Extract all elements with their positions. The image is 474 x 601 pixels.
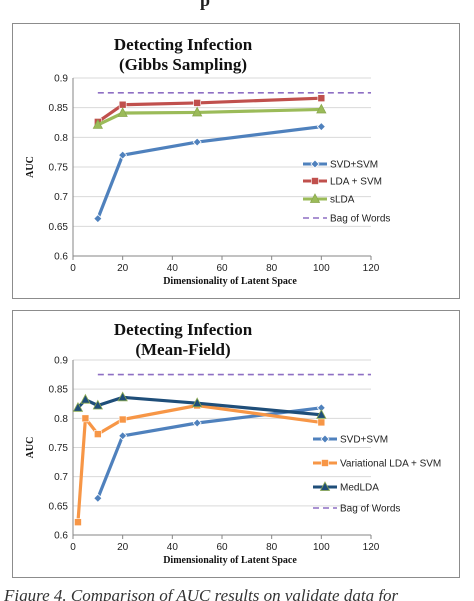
gibbs-ytick-label: 0.65 <box>49 222 69 233</box>
mean-field-legend-label-medlda: MedLDA <box>340 483 379 494</box>
mean-field-ytick-label: 0.75 <box>49 443 69 454</box>
mean-field-xtick-label: 60 <box>216 542 228 553</box>
gibbs-xlabel: Dimensionality of Latent Space <box>163 276 297 287</box>
gibbs-point-svd-svm <box>93 214 103 224</box>
gibbs-point-lda-svm <box>193 99 201 107</box>
mean-field-point-medlda <box>316 408 327 419</box>
chart-mean-field: Detecting Infection(Mean-Field) 0.6 0.65 0.… <box>25 320 441 566</box>
gibbs-ytick-label: 0.6 <box>54 252 68 263</box>
gibbs-ytick-label: 0.85 <box>49 103 69 114</box>
mean-field-xtick-label: 120 <box>363 542 380 553</box>
mean-field-point-variational-lda-svm <box>317 418 326 427</box>
mean-field-point-svd-svm <box>93 493 103 503</box>
gibbs-point-lda-svm <box>118 100 127 109</box>
mean-field-point-variational-lda-svm <box>81 414 90 423</box>
gibbs-point-slda <box>192 106 203 117</box>
mean-field-point-medlda <box>72 401 84 412</box>
mean-field-legend-label-svd-svm: SVD+SVM <box>340 435 388 446</box>
header-text: p <box>200 0 212 10</box>
gibbs-point-svd-svm <box>118 150 128 160</box>
gibbs-series-line-slda <box>97 107 322 127</box>
mean-field-ytick-label: 0.85 <box>49 385 69 396</box>
mean-field-legend-label-bag-of-words: Bag of Words <box>340 504 400 515</box>
gibbs-series-line-lda-svm <box>96 96 322 124</box>
mean-field-point-medlda <box>80 393 91 404</box>
mean-field-title-line1: Detecting Infection <box>114 320 253 339</box>
mean-field-ytick-label: 0.9 <box>54 356 68 367</box>
gibbs-point-slda <box>117 107 128 117</box>
mean-field-ylabel: AUC <box>25 437 36 459</box>
mean-field-legend-marker-variational-lda-svm <box>321 459 329 467</box>
gibbs-ytick-label: 0.7 <box>54 192 68 203</box>
mean-field-point-svd-svm <box>192 418 202 428</box>
gibbs-legend-marker-svd-svm <box>310 159 320 169</box>
gibbs-point-slda <box>316 103 327 114</box>
gibbs-point-slda <box>92 119 103 129</box>
mean-field-legend-marker-medlda <box>319 481 331 491</box>
figure-caption: Figure 4. Comparison of AUC results on v… <box>0 582 474 601</box>
mean-field-point-variational-lda-svm <box>74 518 82 526</box>
gibbs-legend-label-svd-svm: SVD+SVM <box>330 160 378 171</box>
mean-field-point-variational-lda-svm <box>94 430 102 438</box>
mean-field-xtick-label: 40 <box>167 542 179 553</box>
mean-field-series-line-variational-lda-svm <box>76 403 322 523</box>
mean-field-point-svd-svm <box>118 431 128 441</box>
gibbs-ylabel: AUC <box>25 156 36 178</box>
gibbs-legend-marker-slda <box>309 193 321 203</box>
gibbs-xtick-label: 120 <box>363 263 380 274</box>
gibbs-legend-marker-lda-svm <box>311 177 319 185</box>
gibbs-xtick-label: 60 <box>216 263 228 274</box>
mean-field-title-line2: (Mean-Field) <box>135 340 230 359</box>
gibbs-title-line2: (Gibbs Sampling) <box>119 55 247 74</box>
gibbs-xtick-label: 80 <box>266 263 278 274</box>
mean-field-ytick-label: 0.6 <box>54 531 68 542</box>
chart-panel-mean-field: Detecting Infection (Mean-Field) 0.6 0.65 0.… <box>12 310 460 578</box>
mean-field-xtick-label: 0 <box>70 542 76 553</box>
gibbs-title-line1: Detecting Infection <box>114 35 253 54</box>
mean-field-point-medlda <box>117 391 128 402</box>
mean-field-ytick-label: 0.8 <box>54 414 68 425</box>
mean-field-xtick-label: 100 <box>313 542 330 553</box>
mean-field-series-line-svd-svm <box>96 406 322 499</box>
gibbs-series-line-svd-svm <box>96 125 322 220</box>
gibbs-legend-label-slda: sLDA <box>330 195 355 206</box>
mean-field-legend-marker-svd-svm <box>320 434 330 444</box>
chart-panel-gibbs: Detecting Infection (Gibbs Sampling) 0.6 0.… <box>12 23 460 299</box>
gibbs-legend-label-bag-of-words: Bag of Words <box>330 214 390 225</box>
mean-field-xtick-label: 20 <box>117 542 129 553</box>
gibbs-point-lda-svm <box>317 94 326 102</box>
gibbs-xtick-label: 40 <box>167 263 179 274</box>
caption-text: Figure 4. Comparison of AUC results on v… <box>4 586 399 601</box>
mean-field-point-variational-lda-svm <box>118 415 127 424</box>
mean-field-xlabel: Dimensionality of Latent Space <box>163 555 297 566</box>
mean-field-legend-label-variational-lda-svm: Variational LDA + SVM <box>340 459 441 470</box>
chart-gibbs: Detecting Infection(Gibbs Sampling) 0.6 0.… <box>25 35 390 287</box>
gibbs-xtick-label: 100 <box>313 263 330 274</box>
mean-field-point-medlda <box>192 397 203 408</box>
gibbs-point-svd-svm <box>316 122 326 132</box>
gibbs-xtick-label: 20 <box>117 263 129 274</box>
mean-field-point-medlda <box>92 399 103 410</box>
mean-field-ytick-label: 0.7 <box>54 472 68 483</box>
gibbs-ytick-label: 0.75 <box>49 163 69 174</box>
page-header-fragment: p <box>0 0 474 20</box>
gibbs-ytick-label: 0.8 <box>54 133 68 144</box>
gibbs-legend-label-lda-svm: LDA + SVM <box>330 177 382 188</box>
gibbs-point-svd-svm <box>192 137 202 147</box>
gibbs-xtick-label: 0 <box>70 263 76 274</box>
mean-field-xtick-label: 80 <box>266 542 278 553</box>
gibbs-ytick-label: 0.9 <box>54 74 68 85</box>
mean-field-ytick-label: 0.65 <box>49 501 69 512</box>
